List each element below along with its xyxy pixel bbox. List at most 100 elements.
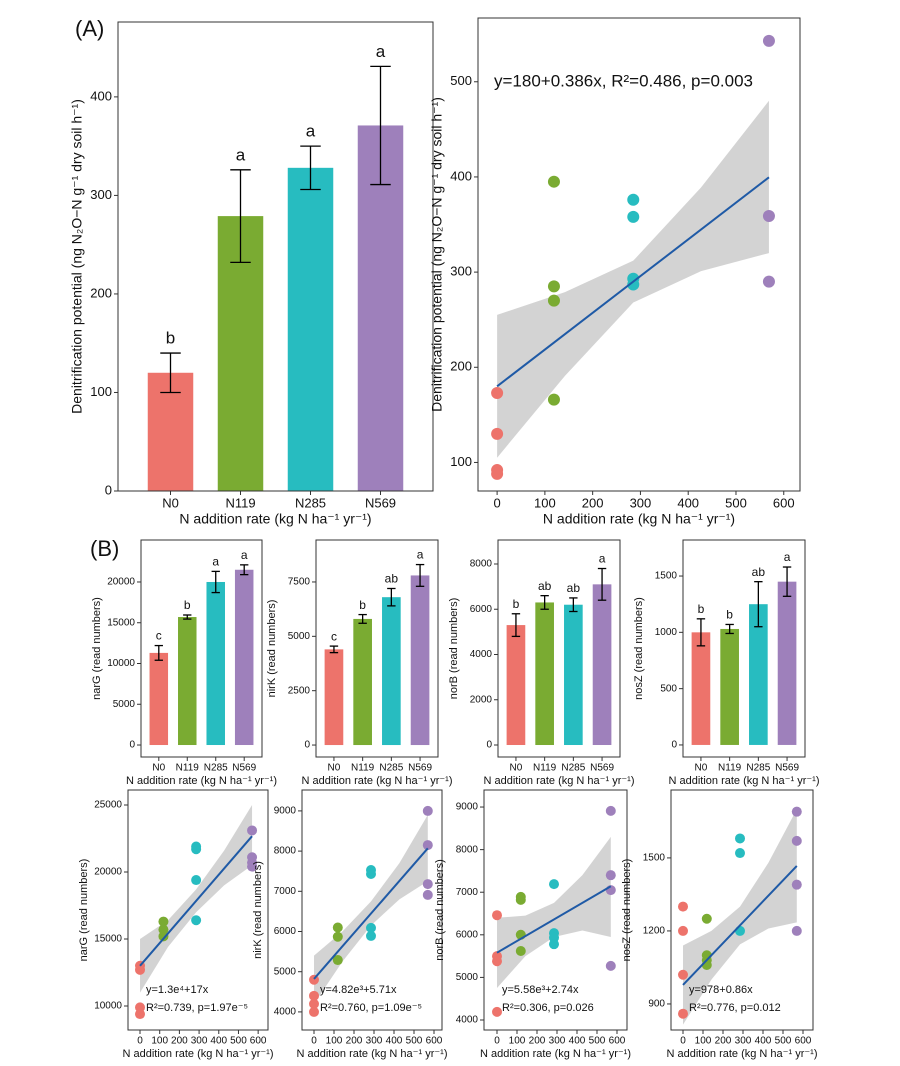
confidence-band [140,805,253,993]
significance-letter: a [599,552,606,566]
x-tick-label: 500 [406,1036,423,1047]
y-tick-label: 300 [90,187,112,202]
point [605,870,616,881]
y-tick-label: 5000 [456,972,479,983]
y-tick-label: 6000 [456,929,479,940]
bar [357,125,404,492]
bar [749,604,768,745]
x-tick-label: 100 [695,1036,712,1047]
y-tick-label: 100 [450,454,472,469]
x-tick-label: 500 [725,495,747,510]
point [422,840,433,851]
point [158,931,169,942]
y-axis-label: norB (read numbers) [448,598,460,700]
point [135,964,146,975]
point [191,915,202,926]
y-axis-label: nirK (read numbers) [266,600,278,698]
y-tick-label: 7500 [288,577,311,588]
y-tick-label: 0 [671,740,677,751]
x-tick-label: 300 [366,1036,383,1047]
x-tick-label: 500 [589,1036,606,1047]
point [735,833,745,844]
significance-letter: b [184,598,191,612]
y-tick-label: 6000 [470,604,493,615]
point [735,925,745,936]
y-tick-label: 200 [90,285,112,300]
x-tick-label: N119 [718,763,742,774]
point [247,825,258,836]
y-axis-label: norB (read numbers) [434,859,446,961]
x-tick-label: 200 [346,1036,363,1047]
y-tick-label: 500 [450,73,472,88]
significance-letter: c [156,629,162,643]
y-tick-label: 5000 [113,699,136,710]
point [191,875,202,886]
annotation: y=5.58e³+2.74x [502,984,579,996]
x-axis-label: N addition rate (kg N ha⁻¹ yr⁻¹) [179,511,371,527]
plot-frame [682,539,806,758]
x-tick-label: N569 [365,495,396,510]
x-tick-label: N569 [408,763,432,774]
fit-line [139,835,253,967]
significance-letter: ab [385,572,399,586]
y-tick-label: 900 [648,999,665,1010]
y-tick-label: 400 [90,88,112,103]
significance-letter: a [417,548,424,562]
plot-frame [315,539,439,758]
bar [720,628,739,745]
plot-frame [127,789,269,1031]
y-tick-label: 15000 [107,617,135,628]
fit-line [682,865,798,986]
x-tick-label: 300 [549,1036,566,1047]
y-tick-label: 9000 [456,802,479,813]
fit-line [313,847,429,980]
x-tick-label: N119 [533,763,557,774]
plot-frame [477,17,801,492]
point [762,34,775,47]
x-tick-label: N285 [295,495,326,510]
x-tick-label: N285 [561,763,585,774]
bar [178,617,197,746]
point [605,805,616,816]
bar [691,632,711,745]
significance-letter: a [241,548,248,562]
x-tick-label: N569 [232,763,256,774]
x-tick-label: N285 [379,763,403,774]
point [492,956,502,967]
y-tick-label: 4000 [274,1007,297,1018]
plot-frame [301,789,443,1031]
x-axis-label: N addition rate (kg N ha⁻¹ yr⁻¹) [667,1048,818,1060]
significance-letter: b [166,329,175,348]
plot-frame [497,539,621,758]
bar [324,649,344,746]
x-tick-label: N119 [225,495,255,510]
x-tick-label: 0 [680,1036,686,1047]
confidence-band [497,836,611,989]
x-tick-label: 0 [311,1036,317,1047]
point [549,939,559,950]
x-axis-label: N addition rate (kg N ha⁻¹ yr⁻¹) [302,775,453,787]
plot-frame [140,539,263,758]
x-tick-label: 400 [386,1036,403,1047]
point [791,806,802,817]
panel-label: (A) [75,16,104,41]
x-tick-label: 500 [775,1036,792,1047]
x-tick-label: 100 [509,1036,526,1047]
significance-letter: ab [567,581,581,595]
panel-label: (B) [90,536,119,561]
y-tick-label: 15000 [94,934,122,945]
x-tick-label: 0 [494,1036,500,1047]
point [135,1009,146,1020]
x-tick-label: 600 [795,1036,812,1047]
y-axis-label: nirK (read numbers) [252,861,264,959]
y-tick-label: 6000 [274,926,297,937]
bar [410,575,430,746]
x-tick-label: N119 [176,763,200,774]
y-tick-label: 100 [90,384,112,399]
fit-line [496,176,770,388]
x-tick-label: 300 [191,1036,208,1047]
point [492,1006,502,1017]
y-axis-label: narG (read numbers) [78,859,90,962]
x-tick-label: N119 [351,763,375,774]
point [366,869,376,880]
